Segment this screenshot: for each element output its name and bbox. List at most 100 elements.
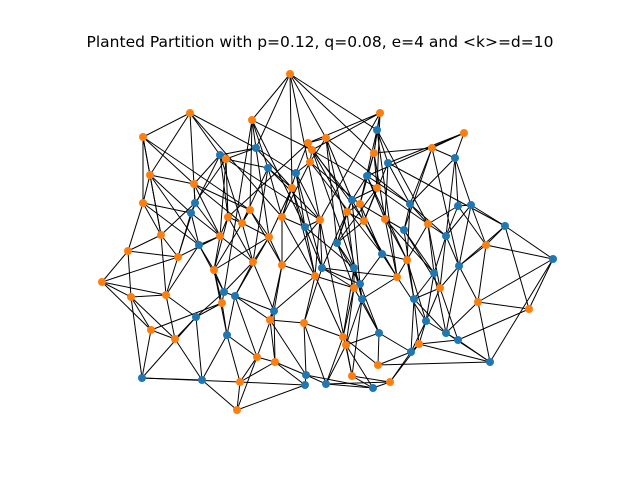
node-group-a: [410, 295, 418, 303]
edge: [470, 204, 487, 246]
edge: [130, 294, 167, 298]
edge: [195, 316, 203, 381]
node-group-a: [231, 292, 239, 300]
edge: [342, 336, 379, 366]
node-group-b: [381, 215, 389, 223]
edge: [150, 302, 223, 331]
edge: [304, 226, 355, 269]
node-group-a: [318, 264, 326, 272]
edge: [309, 137, 327, 163]
node-group-b: [288, 184, 296, 192]
node-group-a: [549, 255, 557, 263]
edge: [223, 119, 253, 293]
node-group-b: [174, 253, 182, 261]
edge: [454, 157, 472, 206]
edge: [274, 361, 307, 376]
edge: [353, 287, 380, 334]
node-group-b: [393, 273, 401, 281]
edge: [425, 272, 435, 322]
node-group-a: [264, 164, 272, 172]
edge: [325, 137, 338, 244]
edge: [319, 112, 381, 221]
edge: [141, 329, 152, 379]
edge: [295, 142, 309, 174]
node-group-b: [311, 272, 319, 280]
edge: [413, 298, 447, 334]
edge: [251, 119, 313, 151]
edge: [378, 332, 412, 353]
edge: [458, 225, 506, 267]
edge: [321, 267, 355, 289]
node-group-b: [139, 133, 147, 141]
edge: [376, 187, 429, 225]
node-group-b: [248, 116, 256, 124]
edge: [359, 129, 378, 205]
node-group-a: [216, 151, 224, 159]
edge: [252, 167, 269, 263]
edge: [325, 344, 347, 385]
edge: [149, 112, 191, 176]
node-group-a: [407, 348, 415, 356]
node-group-b: [157, 231, 165, 239]
edge: [406, 259, 427, 322]
edge: [219, 147, 257, 156]
edge: [142, 136, 251, 211]
edge: [433, 235, 447, 274]
edge: [345, 344, 374, 389]
edge: [477, 301, 530, 310]
edge: [431, 147, 460, 267]
edge: [150, 329, 176, 340]
edge: [174, 338, 203, 381]
edge: [418, 339, 459, 345]
edge: [142, 112, 191, 138]
edge: [454, 157, 459, 207]
node-group-a: [442, 232, 450, 240]
edge: [363, 187, 378, 222]
edge: [295, 172, 321, 221]
edge: [289, 73, 327, 139]
edge: [377, 332, 380, 366]
node-group-a: [406, 200, 414, 208]
edge: [351, 375, 374, 389]
node-group-a: [191, 199, 199, 207]
edge: [406, 259, 415, 300]
edge: [351, 187, 378, 201]
edge: [130, 296, 152, 331]
edge: [413, 287, 441, 300]
node-group-b: [233, 406, 241, 414]
edge: [267, 167, 283, 218]
edge: [303, 275, 316, 324]
edge: [289, 73, 375, 154]
node-group-b: [322, 134, 330, 142]
node-group-b: [278, 261, 286, 269]
node-group-b: [350, 284, 358, 292]
edge: [165, 294, 176, 340]
node-group-b: [403, 256, 411, 264]
edge: [251, 119, 269, 169]
edge: [130, 296, 176, 340]
edge: [458, 244, 487, 267]
node-group-b: [348, 372, 356, 380]
edge: [314, 219, 321, 277]
edge: [249, 119, 253, 211]
node-group-a: [356, 280, 364, 288]
node-group-b: [436, 284, 444, 292]
node-group-b: [171, 335, 179, 343]
edge: [127, 202, 144, 252]
edge: [149, 174, 192, 214]
node-group-a: [384, 159, 392, 167]
edge: [427, 205, 459, 225]
edge: [239, 381, 306, 386]
node-group-b: [308, 146, 316, 154]
edge: [225, 158, 229, 218]
edge: [193, 183, 243, 224]
node-group-b: [373, 184, 381, 192]
edge: [477, 301, 491, 363]
edge: [291, 187, 306, 228]
edge: [241, 222, 254, 263]
edge: [477, 244, 487, 303]
node-group-b: [224, 213, 232, 221]
node-group-b: [246, 206, 254, 214]
edge: [445, 235, 460, 267]
edge: [325, 383, 374, 389]
